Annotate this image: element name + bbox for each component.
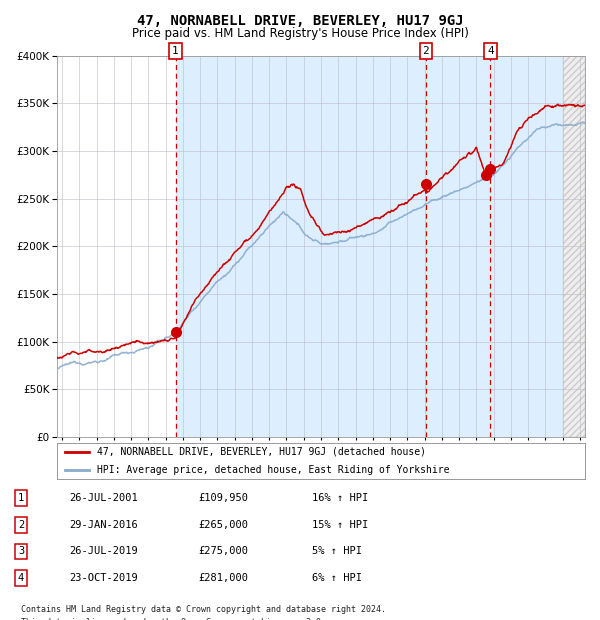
Text: 15% ↑ HPI: 15% ↑ HPI (312, 520, 368, 530)
Text: 47, NORNABELL DRIVE, BEVERLEY, HU17 9GJ: 47, NORNABELL DRIVE, BEVERLEY, HU17 9GJ (137, 14, 463, 28)
Text: 16% ↑ HPI: 16% ↑ HPI (312, 493, 368, 503)
Text: 23-OCT-2019: 23-OCT-2019 (69, 573, 138, 583)
Text: 29-JAN-2016: 29-JAN-2016 (69, 520, 138, 530)
Text: Contains HM Land Registry data © Crown copyright and database right 2024.: Contains HM Land Registry data © Crown c… (21, 605, 386, 614)
Text: 6% ↑ HPI: 6% ↑ HPI (312, 573, 362, 583)
Text: 5% ↑ HPI: 5% ↑ HPI (312, 546, 362, 557)
Text: £281,000: £281,000 (198, 573, 248, 583)
Text: 26-JUL-2001: 26-JUL-2001 (69, 493, 138, 503)
Text: 4: 4 (487, 46, 494, 56)
Text: 2: 2 (422, 46, 429, 56)
Text: £275,000: £275,000 (198, 546, 248, 557)
Text: £109,950: £109,950 (198, 493, 248, 503)
Text: 3: 3 (18, 546, 24, 557)
Text: 4: 4 (18, 573, 24, 583)
Text: This data is licensed under the Open Government Licence v3.0.: This data is licensed under the Open Gov… (21, 618, 326, 620)
Text: HPI: Average price, detached house, East Riding of Yorkshire: HPI: Average price, detached house, East… (97, 464, 449, 475)
Text: 1: 1 (18, 493, 24, 503)
Bar (176, 56, 563, 437)
Bar (563, 56, 585, 437)
Text: £265,000: £265,000 (198, 520, 248, 530)
Text: 26-JUL-2019: 26-JUL-2019 (69, 546, 138, 557)
Text: 2: 2 (18, 520, 24, 530)
Text: 47, NORNABELL DRIVE, BEVERLEY, HU17 9GJ (detached house): 47, NORNABELL DRIVE, BEVERLEY, HU17 9GJ … (97, 446, 425, 457)
Text: Price paid vs. HM Land Registry's House Price Index (HPI): Price paid vs. HM Land Registry's House … (131, 27, 469, 40)
Text: 1: 1 (172, 46, 179, 56)
Bar (563, 56, 585, 437)
